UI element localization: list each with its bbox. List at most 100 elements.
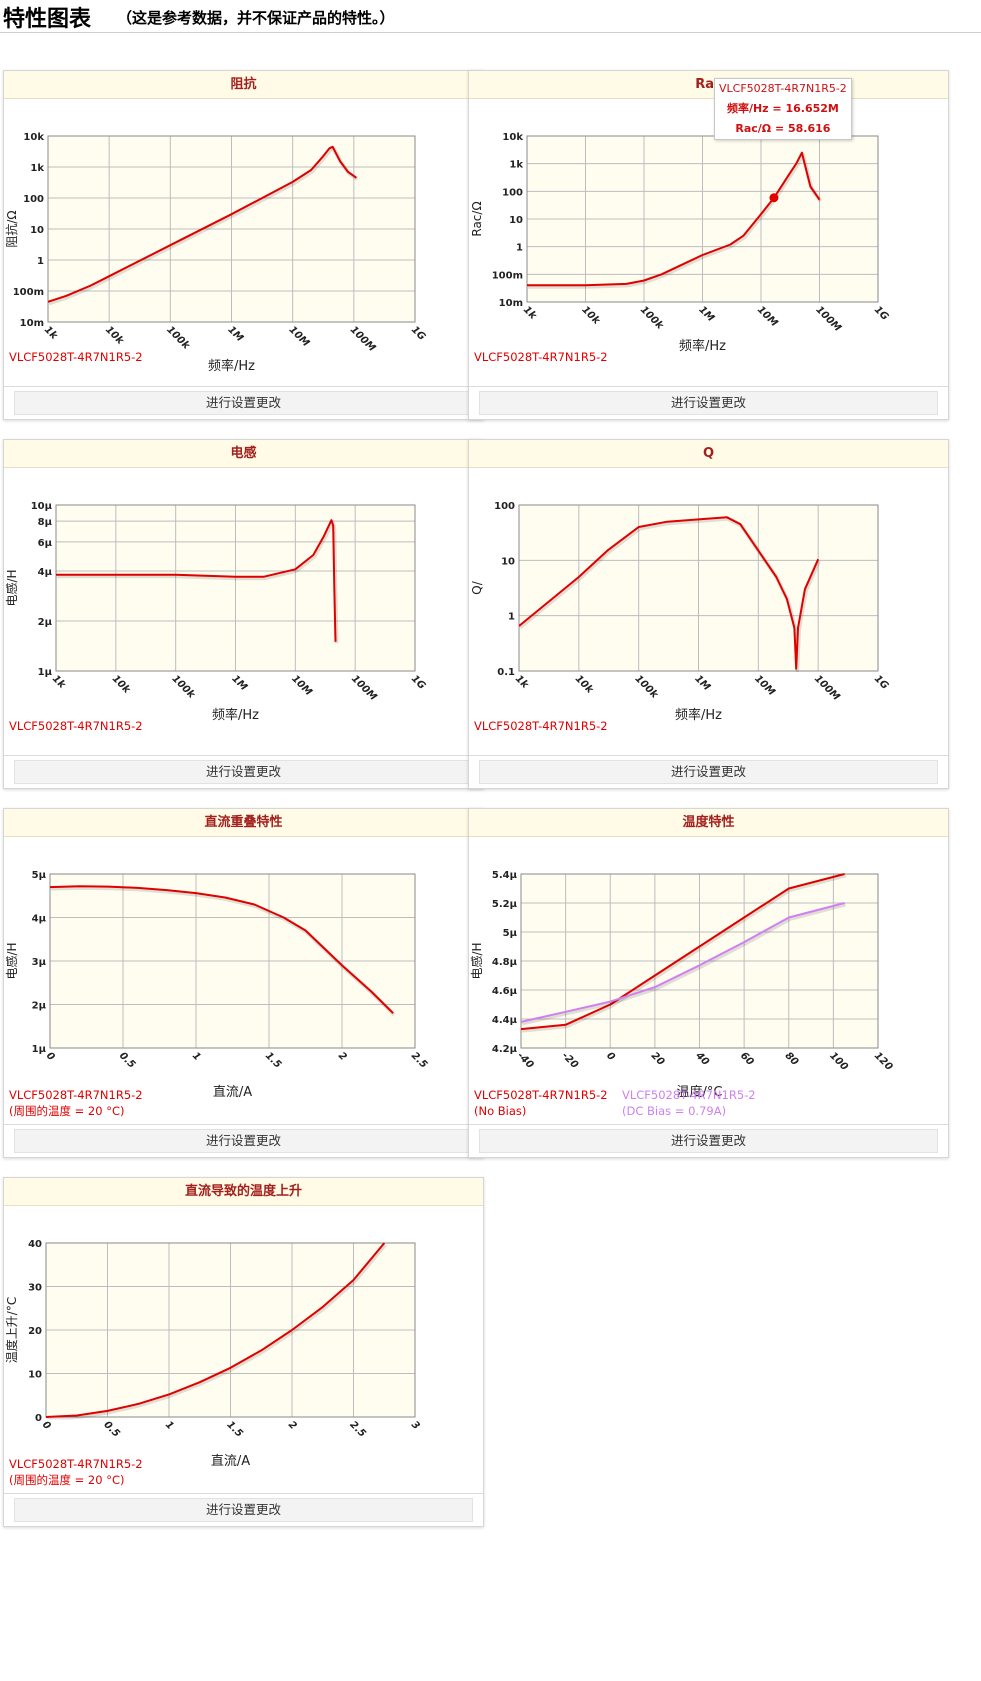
y-tick-label: 10 bbox=[28, 1370, 42, 1381]
chart-legend: VLCF5028T-4R7N1R5-2 bbox=[9, 349, 149, 365]
chart-svg: 10m 100m 1 10 100 1k 10k 1k 10k 100k 1M 10M 100M 1G 频率… bbox=[4, 132, 428, 374]
chart-panel: 电感 1μ 2μ 4μ 6μ 8μ 10μ 1k 10k 100k 1M 10M 100M 1G 频率/Hz… bbox=[3, 439, 484, 789]
hover-point-marker[interactable] bbox=[769, 193, 779, 203]
y-tick-label: 2μ bbox=[32, 1001, 47, 1012]
y-tick-label: 5μ bbox=[32, 870, 47, 881]
plot-frame bbox=[520, 873, 879, 1049]
x-tick-label: 100M bbox=[348, 324, 378, 354]
y-axis-label: 温度上升/°C bbox=[4, 1297, 19, 1363]
y-tick-label: 5μ bbox=[503, 928, 518, 939]
y-axis-label: 电感/H bbox=[469, 942, 484, 979]
x-tick-label: 1.5 bbox=[263, 1050, 283, 1070]
y-tick-label: 1 bbox=[516, 243, 523, 254]
x-tick-label: 10M bbox=[287, 324, 312, 349]
series-line[interactable] bbox=[48, 145, 357, 303]
plot-frame bbox=[47, 135, 416, 323]
y-tick-label: 1μ bbox=[32, 1044, 47, 1055]
series-line[interactable] bbox=[521, 902, 845, 1023]
x-tick-label: 1G bbox=[409, 324, 428, 343]
legend-item[interactable]: VLCF5028T-4R7N1R5-2(周围的温度 = 20 °C) bbox=[9, 1088, 143, 1118]
series-line[interactable] bbox=[521, 873, 845, 1031]
series-line[interactable] bbox=[50, 885, 394, 1014]
y-tick-label: 100 bbox=[494, 501, 515, 512]
x-axis-label: 频率/Hz bbox=[212, 707, 259, 723]
x-tick-label: 0.5 bbox=[101, 1419, 121, 1439]
series-line[interactable] bbox=[519, 516, 820, 670]
x-tick-label: 1M bbox=[692, 673, 712, 693]
settings-change-button[interactable]: 进行设置更改 bbox=[479, 760, 938, 784]
x-tick-label: 20 bbox=[649, 1050, 667, 1068]
y-tick-label: 1 bbox=[508, 612, 515, 623]
legend-item[interactable]: VLCF5028T-4R7N1R5-2(No Bias) bbox=[474, 1088, 608, 1118]
chart-panel: Q 0.1 1 10 100 1k 10k 100k 1M 10M 100M 1G 频率/Hz Q/VLC… bbox=[468, 439, 949, 789]
legend-item[interactable]: VLCF5028T-4R7N1R5-2 bbox=[474, 350, 608, 364]
settings-change-button[interactable]: 进行设置更改 bbox=[14, 760, 473, 784]
y-tick-label: 2μ bbox=[38, 617, 53, 628]
chart-panel: 阻抗 10m 100m 1 10 100 1k 10k 1k 10k 100k 1M 10M 100M 1G… bbox=[3, 70, 484, 420]
x-tick-label: 10k bbox=[110, 673, 133, 696]
hover-tooltip: VLCF5028T-4R7N1R5-2 频率/Hz = 16.652M Rac/Ω … bbox=[714, 78, 852, 140]
x-tick-label: 100k bbox=[638, 304, 666, 332]
x-tick-label: 100k bbox=[633, 673, 661, 701]
y-axis-label: Rac/Ω bbox=[470, 201, 484, 236]
chart-title: 直流重叠特性 bbox=[4, 809, 483, 837]
series-line[interactable] bbox=[56, 519, 337, 642]
settings-change-button[interactable]: 进行设置更改 bbox=[479, 1129, 938, 1153]
settings-change-button[interactable]: 进行设置更改 bbox=[14, 391, 473, 415]
footer-divider bbox=[4, 386, 483, 387]
y-tick-label: 30 bbox=[28, 1283, 42, 1294]
legend-item[interactable]: VLCF5028T-4R7N1R5-2 bbox=[474, 719, 608, 733]
y-tick-label: 5.2μ bbox=[492, 899, 518, 910]
footer-divider bbox=[4, 1493, 483, 1494]
series-line[interactable] bbox=[527, 151, 821, 287]
legend-item[interactable]: VLCF5028T-4R7N1R5-2 bbox=[9, 350, 143, 364]
plot-frame bbox=[518, 504, 879, 672]
x-tick-label: 1M bbox=[229, 673, 249, 693]
chart-legend: VLCF5028T-4R7N1R5-2 bbox=[474, 718, 614, 734]
x-tick-label: 10k bbox=[103, 324, 126, 347]
chart-title: 温度特性 bbox=[469, 809, 948, 837]
settings-change-button[interactable]: 进行设置更改 bbox=[479, 391, 938, 415]
y-tick-label: 10k bbox=[502, 132, 523, 143]
x-tick-label: 100 bbox=[827, 1050, 850, 1073]
footer-divider bbox=[469, 386, 948, 387]
y-tick-label: 10 bbox=[30, 225, 44, 236]
x-tick-label: 3 bbox=[409, 1419, 422, 1432]
footer-divider bbox=[469, 755, 948, 756]
y-tick-label: 10μ bbox=[31, 501, 53, 512]
y-tick-label: 10 bbox=[501, 556, 515, 567]
legend-item[interactable]: VLCF5028T-4R7N1R5-2(DC Bias = 0.79A) bbox=[622, 1088, 756, 1118]
series-line[interactable] bbox=[46, 1242, 386, 1418]
legend-item[interactable]: VLCF5028T-4R7N1R5-2(周围的温度 = 20 °C) bbox=[9, 1457, 143, 1487]
x-tick-label: 2.5 bbox=[347, 1419, 367, 1439]
y-tick-label: 10m bbox=[499, 298, 523, 309]
series-line-shadow bbox=[47, 1243, 387, 1420]
y-tick-label: 4μ bbox=[32, 914, 47, 925]
chart-panel: Rac 10m 100m 1 10 100 1k 10k 1k 10k 100k 1M 10M 100M 1… bbox=[468, 70, 949, 420]
x-axis-label: 直流/A bbox=[211, 1454, 250, 1469]
y-tick-label: 6μ bbox=[38, 538, 53, 549]
plot-frame bbox=[55, 504, 416, 672]
x-tick-label: 100k bbox=[170, 673, 198, 701]
footer-divider bbox=[4, 755, 483, 756]
y-tick-label: 4.2μ bbox=[492, 1044, 518, 1055]
y-tick-label: 4.6μ bbox=[492, 986, 518, 997]
settings-change-button[interactable]: 进行设置更改 bbox=[14, 1498, 473, 1522]
series-line-shadow bbox=[522, 874, 847, 1033]
y-tick-label: 3μ bbox=[32, 957, 47, 968]
x-axis-label: 频率/Hz bbox=[675, 707, 722, 723]
x-tick-label: 1k bbox=[42, 324, 60, 342]
x-tick-label: -20 bbox=[560, 1050, 581, 1071]
y-axis-label: Q/ bbox=[470, 580, 484, 594]
y-tick-label: 1 bbox=[37, 256, 44, 267]
y-tick-label: 5.4μ bbox=[492, 870, 518, 881]
y-tick-label: 10k bbox=[23, 132, 44, 143]
chart-svg: 4.2μ 4.4μ 4.6μ 4.8μ 5μ 5.2μ 5.4μ -40 -20 0 20 40 60 8… bbox=[469, 870, 894, 1100]
x-axis-label: 频率/Hz bbox=[208, 358, 255, 374]
plot-frame bbox=[526, 135, 879, 303]
settings-change-button[interactable]: 进行设置更改 bbox=[14, 1129, 473, 1153]
x-tick-label: 1k bbox=[50, 673, 68, 691]
legend-item[interactable]: VLCF5028T-4R7N1R5-2 bbox=[9, 719, 143, 733]
